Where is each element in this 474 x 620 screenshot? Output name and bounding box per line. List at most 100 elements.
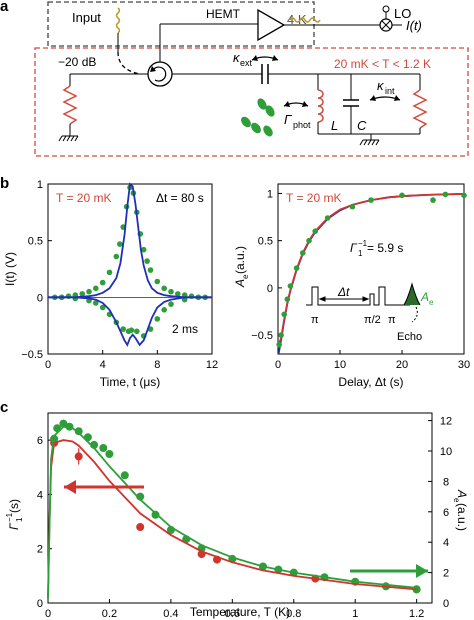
y-axis-label-right: A e (a.u.) [452, 489, 469, 531]
data-point [74, 452, 83, 461]
echo-amplitude-label: A [420, 290, 429, 304]
y-axis-label-left: Γ 1 −1 (s) [5, 499, 24, 530]
series-line-b2-1 [277, 193, 465, 345]
annotation-delay: Δt = 80 s [156, 191, 204, 205]
axis-indicator-arrows [64, 480, 428, 578]
lo-label: LO [394, 6, 411, 21]
annotation-temperature: T = 20 mK [286, 191, 341, 205]
data-point [154, 316, 161, 322]
data-point [120, 471, 129, 480]
y-tick-label-right: 0 [443, 598, 449, 610]
data-point [105, 450, 114, 458]
x-tick-label: 12 [206, 359, 218, 371]
series-line-c-line-2 [47, 439, 417, 598]
data-point [99, 304, 106, 311]
data-point [79, 291, 85, 297]
data-point [430, 197, 436, 203]
data-point [168, 301, 174, 307]
data-point [461, 192, 467, 199]
x-axis-label-echo-signal: Time, t (μs) [100, 375, 160, 389]
data-point [120, 326, 126, 332]
y-tick-label-right: 6 [443, 507, 449, 519]
y-tick-label: 1 [267, 188, 273, 200]
data-point [128, 327, 135, 334]
data-point [442, 191, 449, 198]
series-echo-decay [276, 191, 467, 355]
pulse-pi-label-2: π [388, 314, 396, 326]
x-tick-label: 10 [334, 359, 346, 371]
data-point [161, 307, 167, 313]
inductor-label: L [331, 118, 338, 133]
temp-range-label: 20 mK < T < 1.2 K [334, 57, 431, 71]
x-axis-label-echo-decay: Delay, Δt (s) [338, 375, 403, 389]
input-label: Input [72, 10, 101, 25]
data-point [399, 192, 405, 199]
circulator-icon [147, 61, 173, 87]
data-point [86, 288, 92, 295]
y-tick-label: 0 [267, 283, 273, 295]
data-point [368, 197, 374, 203]
x-tick-label: 1 [352, 608, 358, 620]
data-point [293, 265, 300, 271]
y-tick-label: 2 [37, 544, 43, 556]
data-point [99, 279, 106, 286]
plot-frame-echo-decay [277, 183, 465, 355]
panel-a-circuit: a 4 K 20 mK < T < 1.2 K Input −20 dB HE [0, 0, 469, 157]
axis-ticks-temperature: 0 0.2 0.4 0.6 0.8 1 1.2 0 2 4 6 0 2 4 6 8 10 12 [37, 416, 452, 620]
echo-label: Echo [397, 331, 422, 343]
x-tick-label: 20 [396, 359, 408, 371]
data-point [93, 300, 99, 306]
panel-label-a: a [0, 0, 9, 15]
data-point [276, 341, 283, 348]
y-tick-label: 6 [37, 435, 43, 447]
svg-text:(a.u.): (a.u.) [233, 246, 247, 274]
x-tick-label: 0 [45, 608, 51, 620]
axis-ticks-echo-signal: 0 4 8 12−0.500.51 [21, 179, 218, 371]
annotation-gamma-superscript: −1 [358, 239, 368, 248]
resistor-attenuator [62, 85, 78, 125]
data-point [144, 258, 150, 264]
data-point [281, 311, 288, 318]
x-tick-label: 0 [45, 359, 51, 371]
y-tick-label: 1 [37, 179, 43, 191]
lo-port-icon [382, 5, 390, 13]
y-tick-label: −0.5 [21, 349, 43, 361]
gamma-phot-label: Γ [284, 112, 292, 127]
spins-icon [241, 98, 275, 137]
data-point [284, 296, 291, 303]
svg-text:A: A [455, 489, 469, 498]
data-point [161, 285, 167, 292]
svg-text:Γ: Γ [7, 522, 21, 530]
series-line-c-line-3 [47, 425, 417, 599]
data-point [312, 228, 319, 234]
data-point [147, 267, 154, 273]
series-echo-signal [48, 182, 212, 347]
y-axis-label-echo-decay: A e (a.u.) [233, 246, 250, 288]
data-point [168, 288, 174, 295]
y-tick-label: 0.5 [258, 236, 273, 248]
data-point [287, 283, 294, 289]
hemt-label: HEMT [206, 7, 241, 21]
series-line-b1-2 [48, 182, 212, 299]
resistor-intrinsic [412, 89, 428, 129]
x-tick-label: 1.2 [409, 608, 424, 620]
data-point [136, 523, 145, 531]
y-tick-label: 0 [37, 292, 43, 304]
axis-ticks-echo-decay: 0 10 20 30 −0.5 0 0.5 1 [251, 188, 470, 371]
annotation-pulse-length: 2 ms [172, 322, 198, 336]
y-tick-label-right: 10 [440, 446, 452, 458]
pulse-pi-label-1: π [311, 314, 319, 326]
data-point [106, 269, 113, 276]
panel-label-b: b [0, 175, 9, 192]
annotation-gamma-subscript: 1 [358, 249, 363, 258]
y-tick-label: 0 [37, 598, 43, 610]
x-tick-label: 0.6 [225, 608, 240, 620]
amplified-noise-squiggle [289, 17, 321, 23]
ground-left [58, 135, 79, 142]
data-point [59, 419, 68, 428]
arrow-right-icon [416, 564, 428, 578]
data-point [154, 278, 161, 285]
data-point [324, 215, 331, 221]
data-point [99, 444, 108, 452]
